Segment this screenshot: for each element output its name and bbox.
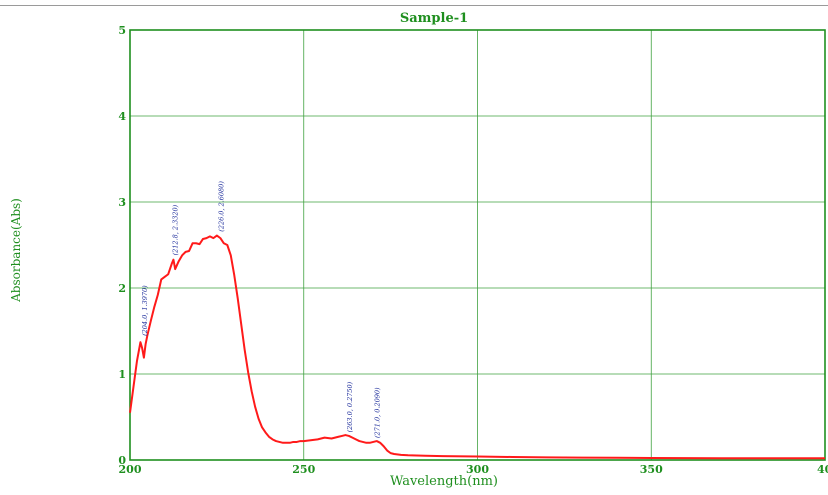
y-axis-label: Absorbance(Abs): [9, 198, 23, 303]
grid-layer: [130, 30, 825, 460]
peak-annotation: (263.0, 0.2750): [346, 381, 354, 432]
peak-annotation: (271.0, 0.2090): [374, 387, 382, 438]
y-tick-label: 4: [118, 110, 126, 123]
top-rule: [0, 5, 828, 6]
chart-title: Sample-1: [400, 11, 468, 26]
x-tick-label: 350: [640, 463, 663, 476]
y-tick-label: 1: [118, 368, 126, 381]
y-tick-label: 3: [118, 196, 126, 209]
plot-frame: [129, 29, 826, 461]
x-tick-label: 250: [292, 463, 315, 476]
tick-labels: 20025030035040012345: [118, 24, 828, 476]
peak-annotations: (204.0, 1.3970) (212.8, 2.3320) (226.0, 2.…: [141, 181, 382, 438]
absorbance-series-line: [129, 234, 825, 460]
x-tick-label: 300: [466, 463, 489, 476]
y-tick-label: 2: [118, 282, 126, 295]
peak-annotation: (212.8, 2.3320): [172, 204, 180, 255]
x-tick-label: 200: [119, 463, 142, 476]
x-tick-label: 40: [817, 463, 828, 476]
y-tick-label: 0: [118, 454, 126, 467]
x-axis-label: Wavelength(nm): [390, 474, 498, 489]
peak-annotation: (226.0, 2.6080): [217, 181, 225, 232]
peak-annotation: (204.0, 1.3970): [141, 285, 149, 336]
y-tick-label: 5: [118, 24, 126, 37]
